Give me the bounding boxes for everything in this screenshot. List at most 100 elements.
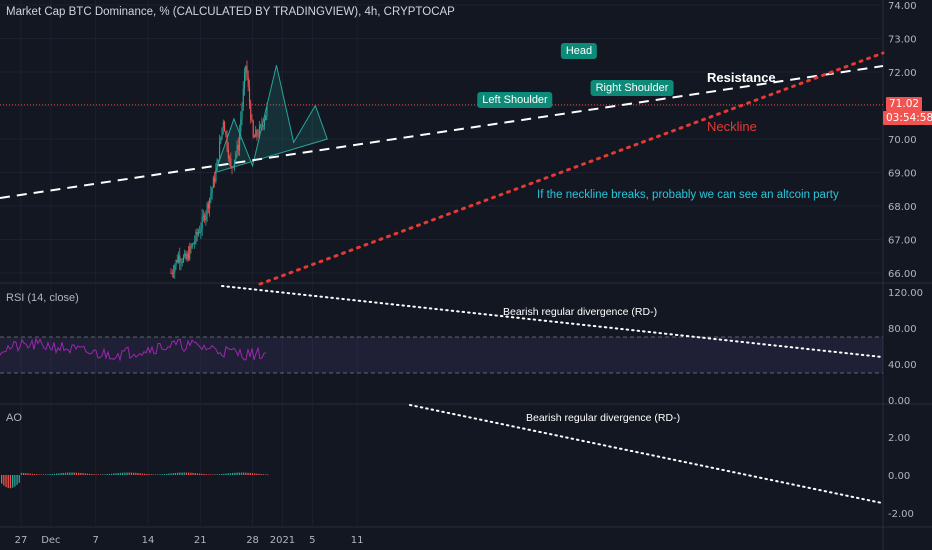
candle-body (211, 187, 213, 194)
candle-body (250, 102, 252, 120)
ao-divergence-label: Bearish regular divergence (RD-) (526, 412, 681, 424)
ao-bar (14, 475, 16, 487)
ao-bar (49, 474, 51, 475)
left-shoulder-label: Left Shoulder (477, 92, 553, 108)
rsi-tick-label: 80.00 (888, 324, 917, 335)
ao-bar (38, 474, 40, 475)
candle-body (176, 259, 178, 263)
ao-bar (117, 473, 119, 475)
ao-bar (267, 474, 269, 476)
ao-bar (27, 473, 29, 475)
ao-bar (166, 473, 168, 475)
candle-body (219, 141, 221, 160)
candle-body (171, 273, 173, 275)
ao-bar (124, 472, 126, 475)
ao-bar (146, 473, 148, 475)
ao-bar (58, 473, 60, 475)
resistance-line (0, 65, 884, 199)
candle-body (192, 243, 195, 245)
ao-bar (75, 472, 78, 475)
ao-bar (62, 472, 64, 475)
ao-bar (115, 473, 117, 475)
candle-body (252, 120, 254, 137)
ao-bar (265, 474, 267, 475)
candle-body (194, 241, 196, 244)
ao-bar (168, 473, 170, 475)
x-tick-label: 28 (246, 535, 259, 546)
x-tick-label: 21 (194, 535, 207, 546)
candle-body (262, 125, 264, 127)
candle-body (177, 255, 180, 263)
x-tick-label: 27 (15, 535, 28, 546)
ao-bar (159, 474, 161, 475)
ao-bar (47, 474, 49, 475)
ao-bar (260, 474, 262, 475)
ao-bar (97, 474, 100, 476)
ao-bar (25, 473, 27, 475)
ao-bar (144, 473, 146, 475)
candle-body (173, 272, 175, 274)
candle-body (205, 213, 207, 220)
candle-body (207, 203, 209, 209)
candle-body (261, 125, 263, 127)
rsi-tick-label: 40.00 (888, 360, 917, 371)
ao-bar (155, 474, 157, 476)
candle-body (186, 253, 188, 260)
candle-body (214, 177, 216, 182)
ao-tick-label: 2.00 (888, 433, 910, 444)
candle-body (184, 253, 186, 257)
ao-bar (212, 474, 214, 476)
candle-body (200, 228, 202, 232)
candle-body (240, 119, 242, 133)
ao-bar (210, 474, 212, 476)
candle-body (189, 246, 191, 259)
ao-bar (247, 472, 249, 475)
candle-body (236, 144, 238, 155)
candle-body (224, 122, 226, 132)
ao-bar (183, 472, 185, 475)
rsi-tick-label: 120.00 (888, 288, 923, 299)
candle-body (245, 66, 247, 73)
ao-bar (130, 472, 133, 475)
ao-bar (23, 472, 25, 475)
candle-body (217, 159, 219, 161)
right-shoulder-label: Right Shoulder (590, 80, 674, 96)
ao-bar (185, 472, 188, 475)
ao-bar (170, 473, 172, 475)
candle-body (243, 72, 246, 89)
ao-bar (238, 472, 240, 475)
x-tick-label: 7 (93, 535, 99, 546)
ao-bar (150, 474, 152, 475)
ao-bar (53, 473, 56, 475)
ao-bar (179, 472, 181, 475)
ao-bar (141, 473, 144, 475)
candle-body (247, 76, 249, 87)
ao-bar (181, 472, 183, 475)
ao-bar (51, 473, 53, 475)
ao-bar (251, 473, 254, 475)
ao-bar (196, 473, 199, 475)
candle-body (202, 215, 204, 217)
ao-bar (40, 474, 42, 476)
ao-bar (108, 473, 111, 475)
rsi-pane-label[interactable]: RSI (14, close) (6, 292, 79, 304)
ao-bar (192, 472, 194, 475)
candle-body (234, 159, 236, 167)
ao-bar (161, 474, 163, 475)
candle-body (216, 159, 218, 171)
candle-body (170, 273, 172, 274)
ao-bar (234, 472, 236, 475)
price-tick-label: 69.00 (888, 169, 917, 180)
candle-body (266, 106, 268, 116)
ao-bar (93, 474, 95, 475)
ao-bar (3, 475, 5, 486)
candle-body (226, 134, 228, 149)
neckline-break-note: If the neckline breaks, probably we can … (537, 189, 839, 201)
ao-bar (199, 473, 201, 475)
ao-pane-label[interactable]: AO (6, 412, 22, 424)
candle-body (182, 256, 185, 262)
ao-bar (56, 473, 58, 475)
ao-bar (102, 474, 104, 475)
ao-bar (218, 474, 221, 475)
